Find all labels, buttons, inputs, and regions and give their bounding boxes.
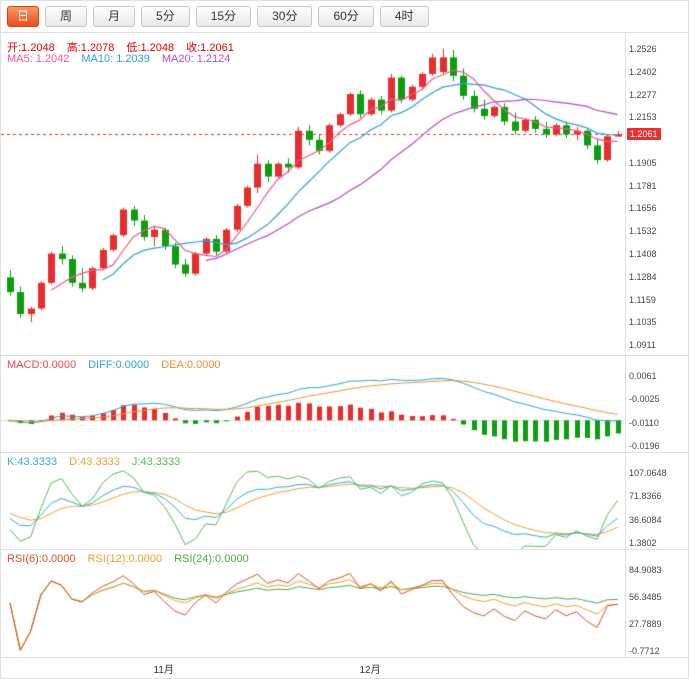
rsi-y-axis: 84.9083 56.3485 27.7889 -0.7712	[625, 550, 688, 657]
y-tick: 1.3802	[629, 538, 657, 548]
tab-4hour[interactable]: 4时	[379, 6, 429, 27]
legend-item: 低:1.2048	[126, 42, 175, 54]
legend-item: RSI(12):0.0000	[87, 553, 163, 565]
legend-item: RSI(24):0.0000	[174, 553, 249, 565]
legend-item: MA20: 1.2124	[161, 53, 231, 65]
legend-item: MA5: 1.2042	[7, 53, 70, 65]
y-tick: -0.7712	[629, 646, 660, 656]
tab-day[interactable]: 日	[7, 6, 40, 27]
legend-item: MACD:0.0000	[7, 359, 77, 371]
y-tick: 1.1656	[629, 203, 657, 214]
last-price-tag: 1.2061	[627, 128, 661, 141]
y-tick: 1.2153	[629, 112, 657, 123]
x-tick-month: 11月	[153, 665, 174, 676]
tab-30min[interactable]: 30分	[257, 6, 313, 27]
y-tick: 1.2526	[629, 44, 657, 54]
y-tick: 107.0648	[629, 468, 667, 478]
macd-legend: MACD:0.0000 DIFF:0.0000 DEA:0.0000	[7, 359, 233, 371]
kdj-legend: K:43.3333 D:43.3333 J:43.3333	[7, 456, 192, 468]
y-tick: 27.7889	[629, 619, 662, 629]
legend-item: 收:1.2061	[186, 42, 234, 54]
toolbar: 日周月 5分 15分 30分 60分 4时	[1, 1, 688, 33]
legend-item: DIFF:0.0000	[88, 359, 150, 371]
kdj-y-axis: 107.0648 71.8366 36.6084 1.3802	[625, 453, 688, 549]
y-tick: 1.1284	[629, 271, 657, 282]
legend-item: 开:1.2048	[7, 42, 55, 54]
rsi-legend: RSI(6):0.0000 RSI(12):0.0000 RSI(24):0.000…	[7, 553, 261, 565]
rsi-panel: RSI(6):0.0000 RSI(12):0.0000 RSI(24):0.000…	[1, 549, 688, 657]
y-tick: 1.1781	[629, 180, 657, 191]
y-tick: 1.1532	[629, 226, 657, 237]
y-tick: 1.0911	[629, 340, 656, 350]
macd-canvas[interactable]	[1, 356, 625, 452]
main-panel: 开:1.2048 高:1.2078 低:1.2048 收:1.2061 MA5: 1.…	[1, 33, 688, 355]
kdj-canvas[interactable]	[1, 453, 625, 549]
legend-item: MA10: 1.2039	[81, 53, 150, 65]
y-tick: 1.1905	[629, 157, 657, 168]
y-tick: 1.2402	[629, 66, 657, 77]
main-y-axis: 1.2061 1.2526 1.2402 1.2277 1.2153 1.1905 1.1…	[625, 33, 688, 355]
y-tick: 1.1408	[629, 248, 657, 259]
y-tick: -0.0196	[629, 441, 660, 451]
x-tick-month: 12月	[359, 665, 381, 676]
y-tick: 0.0061	[629, 371, 657, 381]
rsi-canvas[interactable]	[1, 550, 625, 657]
ma-legend: MA5: 1.2042 MA10: 1.2039 MA20: 1.2124	[7, 53, 242, 65]
y-tick: 84.9083	[629, 565, 662, 575]
legend-item: J:43.3333	[131, 456, 181, 468]
tab-60min[interactable]: 60分	[318, 6, 374, 27]
y-tick: -0.0025	[629, 394, 660, 405]
macd-panel: MACD:0.0000 DIFF:0.0000 DEA:0.0000 0.0061 -…	[1, 355, 688, 452]
y-tick: 71.8366	[629, 491, 662, 502]
tab-15min[interactable]: 15分	[195, 6, 252, 27]
legend-item: 高:1.2078	[66, 42, 115, 54]
main-chart-canvas[interactable]	[1, 33, 625, 355]
legend-item: DEA:0.0000	[161, 359, 221, 371]
y-tick: 36.6084	[629, 514, 662, 525]
y-tick: 1.2277	[629, 89, 657, 100]
legend-item: K:43.3333	[7, 456, 58, 468]
x-axis: 11月 12月	[1, 657, 688, 677]
ohlc-legend: 开:1.2048 高:1.2078 低:1.2048 收:1.2061	[7, 39, 246, 55]
tab-month[interactable]: 月	[93, 6, 136, 27]
tab-5min[interactable]: 5分	[141, 6, 190, 27]
legend-item: D:43.3333	[69, 456, 120, 468]
legend-item: RSI(6):0.0000	[7, 553, 76, 565]
y-tick: -0.0110	[629, 417, 659, 428]
y-tick: 56.3485	[629, 592, 662, 602]
y-tick: 1.1159	[629, 294, 656, 305]
kdj-panel: K:43.3333 D:43.3333 J:43.3333 107.0648 71.8…	[1, 452, 688, 549]
tab-week[interactable]: 周	[45, 6, 88, 27]
macd-y-axis: 0.0061 -0.0025 -0.0110 -0.0196	[625, 356, 688, 452]
y-tick: 1.1035	[629, 317, 657, 328]
